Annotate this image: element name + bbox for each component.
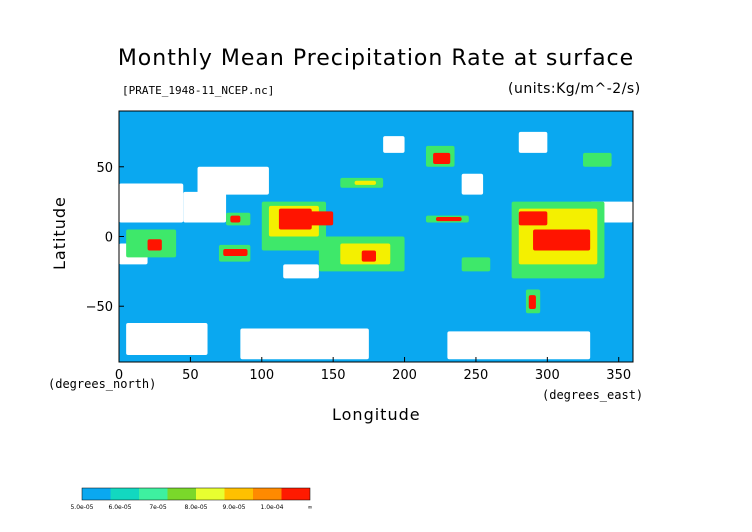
colorbar-swatch — [139, 488, 168, 500]
y-tick-label: 0 — [105, 231, 113, 246]
colorbar-swatch — [281, 488, 310, 500]
colorbar-swatch — [82, 488, 111, 500]
precip-region-3 — [119, 183, 184, 223]
precip-region-15 — [304, 211, 334, 226]
colorbar-label: 5.0e-05 — [70, 504, 93, 511]
precip-region-24 — [147, 239, 162, 251]
colorbar-swatch — [224, 488, 253, 500]
precip-region-34 — [533, 229, 591, 251]
colorbar-swatch — [253, 488, 282, 500]
precip-region-0 — [126, 322, 208, 356]
x-tick-label: 100 — [249, 368, 274, 383]
colorbar-swatch — [167, 488, 196, 500]
precip-region-4 — [183, 191, 227, 223]
colorbar-label: 7e-05 — [149, 504, 166, 511]
colorbar-swatch — [110, 488, 139, 500]
precip-region-2 — [447, 331, 591, 360]
colorbar-label: 9.0e-05 — [222, 504, 245, 511]
precip-region-37 — [583, 152, 612, 167]
x-tick-label: 150 — [321, 368, 346, 383]
chart-title: Monthly Mean Precipitation Rate at surfa… — [117, 46, 635, 71]
y-unit-label: (degrees_north) — [48, 377, 157, 391]
precip-region-38 — [461, 257, 491, 272]
colorbar-label: 8.0e-05 — [184, 504, 207, 511]
precip-region-36 — [528, 295, 536, 310]
precip-region-8 — [461, 173, 484, 195]
x-tick-label: 0 — [115, 368, 123, 383]
y-tick-label: 50 — [96, 161, 113, 176]
precip-region-6 — [197, 166, 269, 195]
units-label: (units:Kg/m^-2/s) — [508, 81, 641, 97]
colorbar-swatch — [196, 488, 225, 500]
x-unit-label: (degrees_east) — [542, 388, 644, 402]
x-tick-label: 50 — [182, 368, 199, 383]
x-tick-label: 200 — [392, 368, 417, 383]
source-file-label: [PRATE_1948-11_NCEP.nc] — [122, 84, 275, 97]
precip-region-30 — [433, 152, 451, 164]
precip-region-11 — [383, 136, 405, 153]
precip-region-22 — [230, 215, 241, 223]
x-axis-label: Longitude — [332, 405, 421, 424]
axis-ticks: 0 50 100 150 200 250 300 350 50 0 −50 — [86, 161, 632, 383]
x-tick-label: 300 — [535, 368, 560, 383]
colorbar-label: ∞ — [308, 504, 313, 511]
precip-region-26 — [354, 180, 376, 185]
colorbar-label: 6.0e-05 — [108, 504, 131, 511]
precip-region-20 — [223, 249, 248, 257]
precip-region-28 — [435, 216, 462, 222]
y-tick-label: −50 — [86, 300, 113, 315]
precip-region-9 — [518, 131, 548, 153]
precip-region-33 — [518, 211, 548, 226]
colorbar-label: 1.0e-04 — [260, 504, 283, 511]
colorbar-frame — [81, 487, 311, 501]
precip-region-18 — [361, 250, 376, 262]
precip-region-7 — [283, 264, 319, 279]
colorbar: 5.0e-05 6.0e-05 7e-05 8.0e-05 9.0e-05 1.0e-04… — [70, 487, 313, 511]
x-tick-label: 250 — [464, 368, 489, 383]
map-layer — [118, 110, 634, 363]
precip-region-14 — [278, 208, 312, 230]
x-tick-label: 350 — [606, 368, 631, 383]
precip-region-1 — [240, 328, 369, 360]
